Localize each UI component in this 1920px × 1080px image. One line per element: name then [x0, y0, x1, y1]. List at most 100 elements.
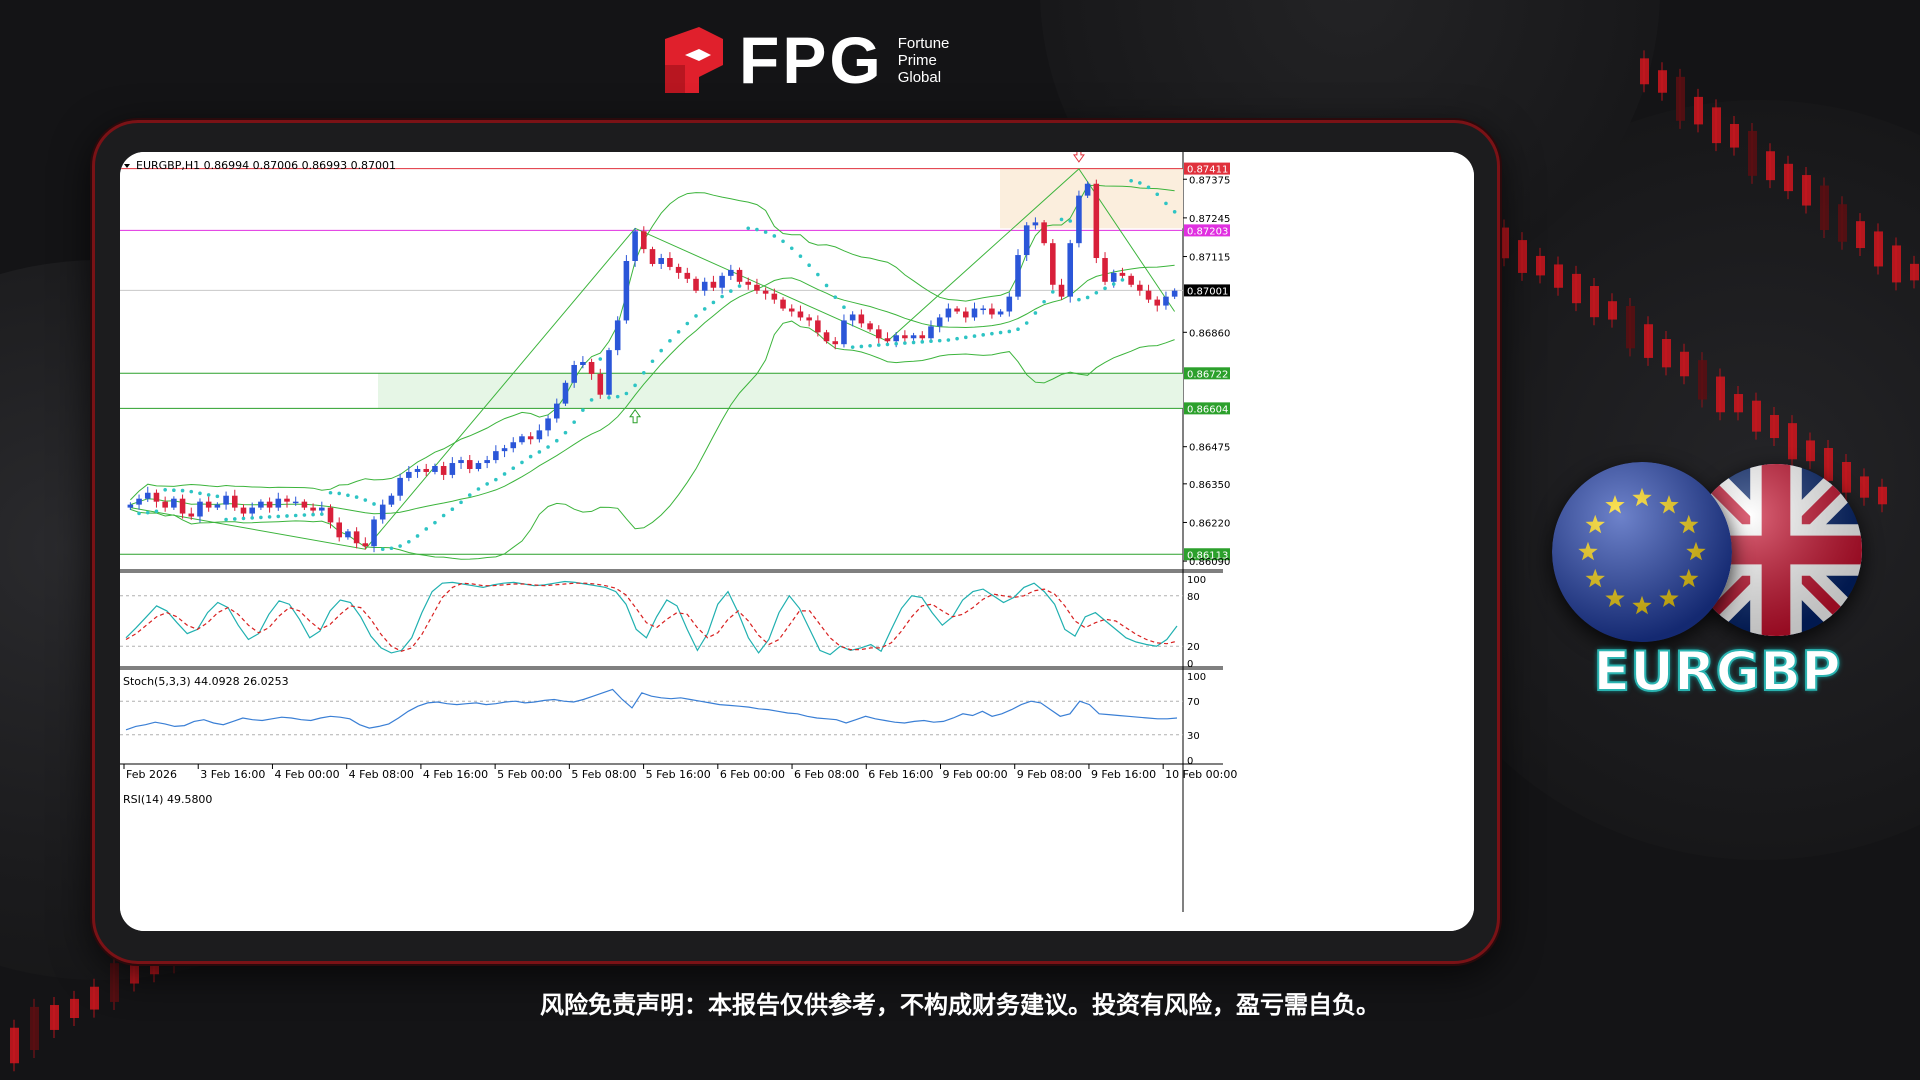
sar-dot — [1129, 178, 1133, 183]
sar-dot — [494, 477, 498, 482]
sar-dot — [581, 408, 585, 412]
sar-dot — [711, 300, 716, 305]
bg-candle-body — [1752, 400, 1761, 432]
candle-body — [875, 329, 882, 339]
bg-candle-body — [90, 986, 99, 1010]
sar-dot — [572, 420, 576, 424]
candle-body — [649, 249, 656, 264]
indicator-y-tick-label: 70 — [1187, 697, 1200, 708]
sar-dot — [929, 339, 933, 344]
candle-body — [1050, 243, 1056, 285]
candle-body — [606, 350, 612, 395]
candle-body — [414, 468, 421, 472]
y-tick-label: 0.86090 — [1189, 557, 1230, 568]
candle-body — [1023, 225, 1030, 256]
sar-dot — [798, 254, 803, 259]
sar-dot — [1164, 201, 1168, 206]
candle-body — [893, 335, 899, 342]
sar-dot — [763, 230, 768, 234]
price-level-tag — [1184, 224, 1230, 237]
sar-dot — [833, 295, 838, 300]
candle-body — [510, 442, 517, 449]
candle-body — [266, 501, 273, 508]
candle-body — [902, 335, 908, 339]
sar-dot — [824, 283, 829, 288]
brand-subtitle: Fortune Prime Global — [898, 35, 950, 86]
candle-body — [553, 403, 560, 419]
sar-dot — [955, 336, 959, 341]
bg-candle-body — [1680, 351, 1689, 377]
candle-body — [936, 317, 943, 327]
collapse-triangle-icon — [124, 164, 130, 168]
candle-body — [701, 281, 708, 291]
price-level-tag-text: 0.86722 — [1187, 369, 1228, 380]
bg-candle-body — [1572, 273, 1581, 304]
bg-candle-body — [50, 1005, 59, 1030]
sar-dot — [816, 272, 820, 277]
y-tick-label: 0.87375 — [1189, 175, 1230, 186]
buy-arrow-icon — [629, 408, 642, 424]
candle-body — [780, 299, 786, 309]
candle-body — [545, 418, 551, 431]
sar-dot — [537, 450, 542, 454]
sar-dot — [668, 339, 672, 343]
price-level-tag — [1184, 367, 1230, 380]
brand-sub-3: Global — [897, 68, 942, 86]
bg-candle-body — [110, 963, 119, 1002]
candle-body — [980, 308, 986, 311]
sar-dot — [981, 333, 985, 337]
sar-dot — [1016, 327, 1020, 332]
sar-dot — [1120, 278, 1125, 282]
candle-body — [806, 317, 812, 321]
candle-body — [1128, 275, 1134, 285]
sar-dot — [398, 544, 402, 548]
sar-dot — [206, 493, 211, 497]
candle-body — [1119, 272, 1126, 276]
candle-body — [867, 323, 873, 330]
candle-body — [884, 338, 891, 342]
candle-body — [719, 275, 725, 288]
candle-body — [797, 311, 804, 318]
candle-body — [136, 498, 142, 505]
candle-body — [240, 507, 247, 514]
sar-dot — [424, 527, 429, 531]
sar-dot — [859, 344, 864, 349]
x-tick-label: 5 Feb 00:00 — [497, 768, 562, 781]
sar-dot — [528, 454, 533, 459]
candle-body — [754, 284, 760, 291]
sar-dot — [441, 513, 446, 518]
sar-dot — [781, 239, 785, 244]
sar-dot — [250, 516, 254, 520]
bg-candle-body — [1748, 130, 1757, 176]
sar-dot — [511, 466, 516, 471]
sar-dot — [868, 343, 872, 348]
sar-dot — [720, 294, 724, 299]
sar-dot — [1051, 290, 1055, 294]
indicator-y-tick-label: 0 — [1187, 659, 1193, 670]
candle-body — [562, 382, 569, 404]
sar-dot — [1085, 295, 1090, 300]
y-tick-label: 0.86475 — [1189, 443, 1230, 454]
bg-candle-body — [1658, 70, 1667, 93]
candle-body — [319, 507, 325, 511]
sar-dot — [546, 445, 550, 449]
sar-dot — [842, 305, 846, 309]
x-tick-label: 3 Feb 16:00 — [200, 768, 265, 781]
bg-candle-body — [1784, 163, 1793, 192]
candle-body — [580, 362, 586, 365]
bg-candle-body — [1662, 339, 1671, 368]
candle-body — [449, 463, 456, 475]
bg-candle-body — [130, 961, 139, 984]
price-level-tag-text: 0.87001 — [1187, 286, 1228, 297]
candle-body — [362, 543, 369, 547]
sar-dot — [746, 226, 751, 231]
candle-body — [1163, 296, 1169, 306]
trading-chart: 0.87411 0.87203 0.87001 0.86722 0.86604 0.861… — [120, 152, 1474, 931]
sar-dot — [180, 488, 185, 493]
indicator-series-line — [125, 580, 1178, 656]
candle-body — [910, 335, 917, 339]
sar-dot — [467, 493, 472, 497]
candle-body — [710, 281, 717, 288]
sar-dot — [337, 491, 342, 496]
sar-dot — [328, 490, 333, 495]
